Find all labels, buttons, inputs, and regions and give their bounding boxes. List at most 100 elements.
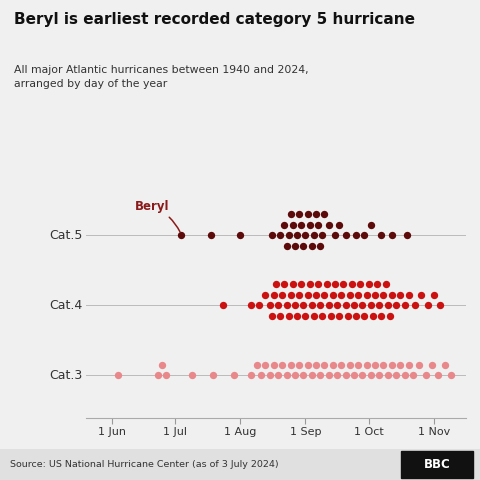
Point [415,361,423,369]
Point [357,280,364,288]
Point [219,301,227,309]
Point [257,372,265,379]
Point [287,210,295,218]
Point [295,291,303,299]
Point [359,301,366,309]
Point [255,301,263,309]
Point [278,361,286,369]
Point [392,301,400,309]
Point [247,301,254,309]
Point [304,291,312,299]
Point [312,291,320,299]
Point [388,361,396,369]
Point [283,372,290,379]
Point [367,301,374,309]
Point [337,291,345,299]
Point [287,291,295,299]
Point [274,301,282,309]
Point [321,210,328,218]
Point [283,242,290,250]
Point [230,372,238,379]
Point [285,312,292,320]
Point [266,301,274,309]
Text: Source: US National Hurricane Center (as of 3 July 2024): Source: US National Hurricane Center (as… [10,460,278,469]
Point [276,312,284,320]
Point [209,372,216,379]
Point [329,291,336,299]
Point [325,221,333,228]
Point [314,280,322,288]
Point [158,361,166,369]
Point [236,231,244,239]
Point [300,242,307,250]
Point [285,231,292,239]
Point [306,280,313,288]
Point [247,372,254,379]
Point [339,280,347,288]
Point [441,361,448,369]
Point [348,280,356,288]
Point [295,361,303,369]
Point [401,372,408,379]
Point [447,372,455,379]
Point [386,312,394,320]
Point [300,372,307,379]
Point [272,280,280,288]
Point [388,231,396,239]
Point [369,312,377,320]
Point [316,372,324,379]
Point [392,372,400,379]
Point [371,291,379,299]
Point [295,210,303,218]
Point [163,372,170,379]
Point [207,231,215,239]
Point [268,231,276,239]
Point [342,231,349,239]
Point [268,312,276,320]
Point [304,210,312,218]
Point [350,372,358,379]
Point [336,312,343,320]
Point [375,301,383,309]
Text: Beryl: Beryl [134,200,180,232]
Point [373,280,381,288]
Point [312,361,320,369]
Point [409,372,417,379]
Point [367,221,374,228]
Point [333,301,341,309]
Text: All major Atlantic hurricanes between 1940 and 2024,
arranged by day of the year: All major Atlantic hurricanes between 19… [14,65,309,89]
Point [301,312,309,320]
Point [291,301,299,309]
Point [405,291,412,299]
Point [314,221,322,228]
Point [360,231,368,239]
Point [336,221,343,228]
Point [274,372,282,379]
Bar [401,451,473,478]
Text: Cat.5: Cat.5 [49,228,83,241]
Point [262,361,269,369]
Point [430,291,438,299]
Point [377,312,385,320]
Point [319,312,326,320]
Point [289,221,297,228]
Point [384,301,392,309]
Point [342,301,349,309]
Point [289,280,297,288]
Point [298,280,305,288]
Point [403,231,410,239]
Point [388,291,396,299]
Point [380,291,387,299]
Point [422,372,430,379]
Point [428,361,436,369]
Point [291,242,299,250]
Point [405,361,412,369]
Point [262,291,269,299]
Point [360,312,368,320]
Text: Cat.3: Cat.3 [49,369,83,382]
Point [333,372,341,379]
Point [371,361,379,369]
Point [316,301,324,309]
Point [321,291,328,299]
Point [352,312,360,320]
